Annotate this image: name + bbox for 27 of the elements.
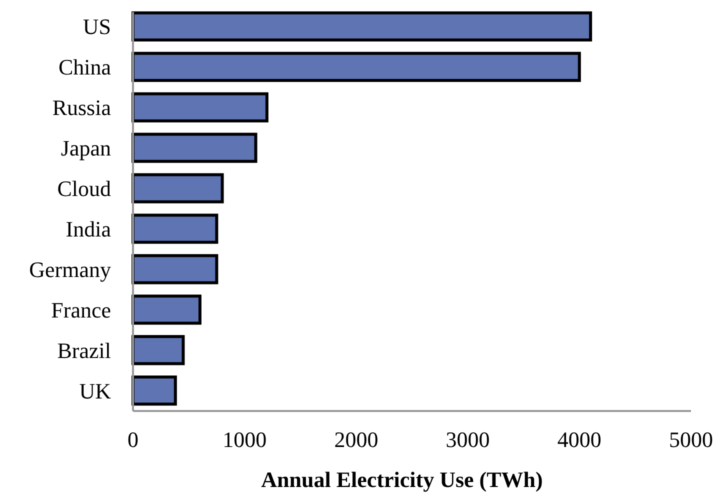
y-tick-label: India	[66, 216, 112, 242]
bar	[132, 376, 177, 406]
x-axis-title: Annual Electricity Use (TWh)	[261, 467, 543, 492]
y-tick-label: US	[82, 14, 111, 40]
x-tick-label: 2000	[334, 427, 378, 452]
x-tick-label: 3000	[446, 427, 490, 452]
bar	[132, 294, 202, 325]
x-tick-label: 4000	[557, 427, 602, 452]
bar	[132, 254, 218, 284]
y-tick-label: UK	[79, 378, 112, 404]
y-tick-label: France	[51, 297, 111, 322]
y-tick-label: Brazil	[57, 338, 111, 363]
x-tick-label: 1000	[222, 427, 267, 452]
bar	[132, 214, 218, 244]
bar	[132, 335, 185, 366]
y-tick-label: Russia	[52, 95, 112, 120]
y-tick-label: Germany	[29, 256, 111, 282]
y-tick-label: Japan	[60, 136, 111, 161]
x-tick-label: 0	[128, 427, 138, 452]
x-tick-label: 5000	[669, 427, 713, 452]
y-tick-label: Cloud	[57, 176, 111, 201]
bar	[132, 173, 224, 204]
bar	[132, 11, 592, 42]
bar	[132, 52, 581, 82]
bar	[132, 92, 268, 122]
y-tick-label: China	[58, 54, 112, 80]
bar	[132, 132, 258, 163]
